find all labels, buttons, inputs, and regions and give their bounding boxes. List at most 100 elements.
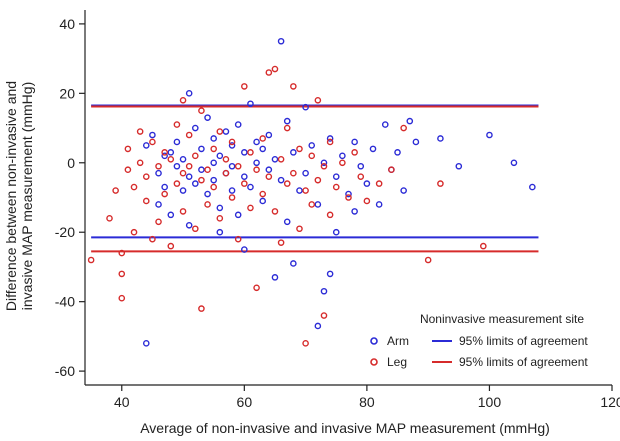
point-arm [241, 173, 248, 180]
point-arm [253, 159, 260, 167]
point-leg [437, 180, 444, 187]
point-arm [529, 183, 536, 191]
point-leg [314, 176, 322, 184]
point-arm [351, 138, 358, 146]
point-arm [345, 190, 352, 198]
y-axis-label-line-2: invasive MAP measurement (mmHg) [19, 82, 35, 310]
point-arm [192, 180, 199, 187]
point-leg [296, 225, 303, 233]
point-arm [302, 103, 309, 111]
point-leg [308, 152, 316, 160]
y-tick-label: -60 [55, 363, 75, 379]
point-arm [216, 204, 224, 212]
point-leg [271, 65, 279, 73]
legend-title: Noninvasive measurement site [420, 312, 584, 326]
y-tick-label: 0 [67, 155, 75, 171]
point-arm [155, 201, 162, 208]
point-leg [326, 211, 334, 219]
point-leg [198, 305, 205, 312]
point-leg [118, 249, 126, 257]
y-tick-label: -40 [55, 294, 75, 310]
point-arm [455, 162, 463, 170]
point-leg [173, 121, 181, 128]
point-leg [259, 190, 267, 198]
point-leg [161, 149, 168, 156]
point-leg [185, 131, 193, 139]
point-leg [320, 312, 328, 319]
point-arm [271, 156, 279, 163]
point-arm [486, 131, 493, 139]
point-arm [234, 121, 242, 128]
point-leg [228, 138, 236, 146]
point-arm [198, 145, 205, 153]
point-arm [204, 190, 211, 198]
point-leg [142, 173, 150, 180]
point-leg [339, 159, 346, 167]
point-arm [161, 152, 168, 160]
point-leg [253, 284, 260, 292]
point-leg [130, 228, 138, 236]
point-arm [265, 166, 273, 174]
point-leg [290, 83, 297, 90]
point-leg [351, 149, 358, 156]
point-arm [179, 187, 187, 194]
point-arm [375, 201, 383, 208]
point-leg [204, 166, 211, 174]
point-arm [290, 149, 297, 156]
point-leg [118, 294, 126, 302]
y-tick-label: -20 [55, 224, 75, 240]
point-leg [234, 162, 242, 170]
point-arm [265, 131, 273, 139]
point-arm [406, 117, 414, 125]
point-leg [106, 215, 113, 222]
point-leg [216, 215, 224, 222]
legend: Noninvasive measurement site Arm 95% lim… [340, 304, 612, 380]
axes: 40 60 80 100 120 40 20 0 -20 -40 -60 [55, 10, 620, 410]
point-arm [142, 340, 150, 347]
y-tick-label: 20 [59, 85, 75, 101]
point-arm [204, 114, 211, 121]
point-leg [210, 145, 217, 153]
point-leg [216, 128, 224, 135]
point-arm [149, 131, 156, 139]
point-arm [277, 176, 285, 184]
point-leg [222, 169, 230, 177]
point-arm [510, 159, 518, 167]
legend-arm-marker [370, 337, 378, 345]
point-leg [241, 83, 248, 90]
point-arm [381, 121, 389, 128]
point-arm [247, 100, 254, 108]
point-arm [326, 270, 334, 278]
point-leg [345, 194, 352, 201]
point-leg [149, 235, 156, 243]
point-arm [155, 169, 162, 177]
point-leg [375, 180, 383, 187]
point-arm [400, 187, 407, 194]
point-arm [241, 246, 248, 253]
point-leg [179, 96, 187, 104]
point-leg [253, 166, 260, 174]
point-leg [185, 162, 193, 170]
point-leg [210, 183, 217, 191]
point-arm [277, 37, 285, 45]
point-leg [388, 166, 395, 174]
point-leg [480, 242, 487, 250]
point-leg [424, 256, 432, 264]
point-leg [204, 201, 211, 208]
point-arm [320, 159, 328, 167]
point-arm [167, 211, 175, 219]
point-leg [277, 156, 285, 163]
point-leg [167, 156, 175, 163]
point-arm [363, 180, 371, 187]
point-leg [296, 145, 303, 153]
point-arm [351, 208, 358, 215]
point-arm [369, 145, 377, 153]
point-arm [173, 138, 181, 146]
legend-arm-loa-label: 95% limits of agreement [459, 334, 588, 348]
point-arm [259, 197, 267, 205]
point-arm [185, 90, 193, 97]
point-leg [302, 340, 309, 347]
point-arm [320, 287, 328, 295]
point-arm [339, 152, 346, 160]
